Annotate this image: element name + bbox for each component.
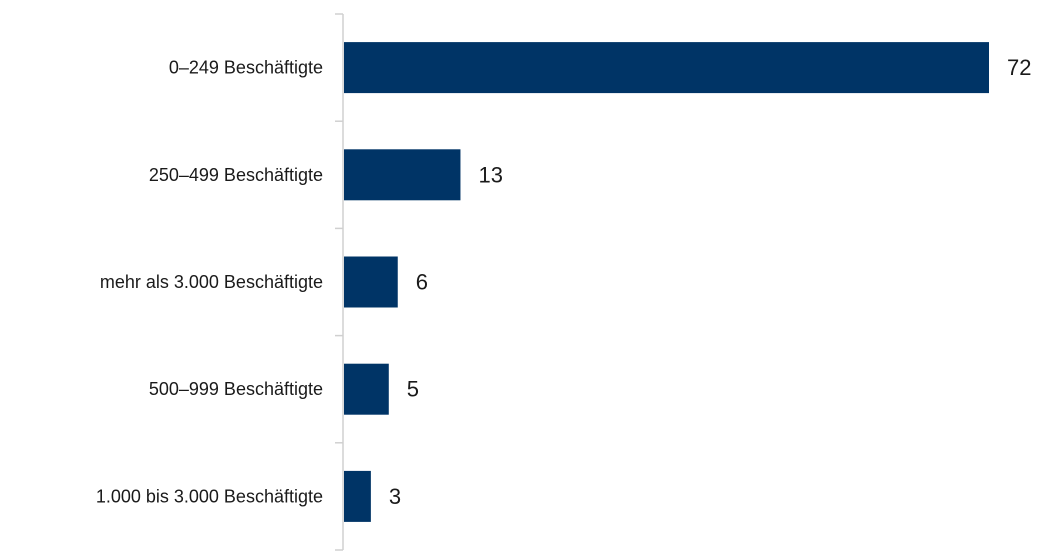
bar xyxy=(344,149,461,201)
axis-ticks xyxy=(335,13,343,551)
category-label: 500–999 Beschäftigte xyxy=(149,379,323,399)
category-label: mehr als 3.000 Beschäftigte xyxy=(100,272,323,292)
category-label: 1.000 bis 3.000 Beschäftigte xyxy=(96,486,323,506)
bar xyxy=(344,256,398,308)
bar xyxy=(344,363,389,415)
bar xyxy=(344,42,989,94)
category-labels: 0–249 Beschäftigte 250–499 Beschäftigte me… xyxy=(96,58,323,507)
category-label: 0–249 Beschäftigte xyxy=(169,58,323,78)
category-label: 250–499 Beschäftigte xyxy=(149,165,323,185)
value-labels: 72 13 6 5 3 xyxy=(389,55,1032,509)
bar xyxy=(344,470,371,522)
bars xyxy=(344,42,989,522)
value-label: 6 xyxy=(416,270,428,295)
value-label: 3 xyxy=(389,484,401,509)
value-label: 72 xyxy=(1007,55,1031,80)
value-label: 13 xyxy=(478,162,502,187)
value-label: 5 xyxy=(407,377,419,402)
